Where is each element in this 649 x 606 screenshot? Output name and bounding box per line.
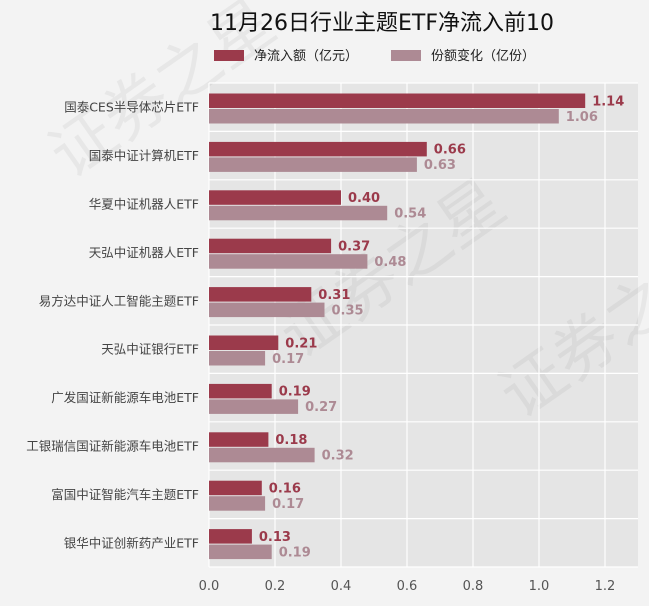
- legend-label-net-inflow: 净流入额（亿元）: [254, 49, 358, 64]
- bar-share-change: [209, 399, 299, 414]
- value-label-net-inflow: 0.37: [338, 239, 370, 254]
- category-label: 广发国证新能源车电池ETF: [51, 390, 199, 405]
- value-labels: 1.141.06 0.660.63 0.40 0.54 0.37 0.48 0.310.35…: [259, 94, 624, 560]
- value-label-share-change: 0.63: [424, 158, 456, 173]
- value-label-net-inflow: 0.18: [275, 433, 307, 448]
- value-label-share-change: 0.35: [332, 303, 364, 318]
- bar-net-inflow: [209, 432, 269, 447]
- bar-net-inflow: [209, 529, 252, 544]
- category-label: 工银瑞信国证新能源车电池ETF: [26, 439, 199, 454]
- bar-net-inflow: [209, 238, 332, 254]
- value-label-net-inflow: 0.19: [279, 385, 311, 400]
- value-label-share-change: 0.27: [305, 400, 337, 415]
- category-label: 富国中证智能汽车主题ETF: [51, 487, 199, 502]
- bar-share-change: [209, 351, 266, 366]
- value-label-net-inflow: 0.31: [318, 288, 350, 303]
- bar-net-inflow: [209, 383, 272, 399]
- category-label: 天弘中证银行ETF: [101, 342, 199, 357]
- x-axis-ticks: 0.0 0.2 0.4 0.6 0.8 1.0 1.2: [199, 579, 616, 594]
- category-label: 国泰CES半导体芯片ETF: [64, 100, 199, 115]
- x-tick-label: 1.2: [595, 579, 616, 594]
- value-label-share-change: 1.06: [566, 110, 598, 125]
- value-label-share-change: 0.17: [272, 497, 304, 512]
- value-label-share-change: 0.48: [374, 255, 406, 270]
- category-label: 易方达中证人工智能主题ETF: [39, 293, 199, 308]
- gridlines: [208, 82, 638, 568]
- legend: 净流入额（亿元） 份额变化（亿份）: [214, 48, 535, 64]
- x-tick-label: 0.2: [265, 579, 286, 594]
- bars: [209, 93, 586, 560]
- value-label-share-change: 0.54: [394, 207, 426, 222]
- bar-net-inflow: [209, 93, 586, 108]
- value-label-share-change: 0.19: [279, 545, 311, 560]
- x-tick-label: 0.8: [463, 579, 484, 594]
- category-labels: 国泰CES半导体芯片ETF 国泰中证计算机ETF 华夏中证机器人ETF 天弘中证机器人…: [26, 100, 199, 551]
- x-tick-label: 1.0: [529, 579, 550, 594]
- bar-share-change: [209, 157, 417, 172]
- value-label-share-change: 0.32: [322, 449, 354, 464]
- legend-label-share-change: 份额变化（亿份）: [431, 48, 535, 64]
- chart-title: 11月26日行业主题ETF净流入前10: [210, 11, 554, 36]
- x-tick-label: 0.6: [397, 579, 418, 594]
- value-label-net-inflow: 1.14: [592, 94, 624, 109]
- bar-share-change: [209, 496, 266, 511]
- value-label-net-inflow: 0.16: [269, 481, 301, 496]
- bar-share-change: [209, 447, 315, 463]
- category-label: 银华中证创新药产业ETF: [64, 535, 199, 550]
- legend-swatch-share-change: [391, 50, 421, 61]
- value-label-net-inflow: 0.13: [259, 530, 291, 545]
- value-label-net-inflow: 0.66: [434, 143, 466, 158]
- value-label-net-inflow: 0.21: [285, 336, 317, 351]
- category-label: 华夏中证机器人ETF: [89, 197, 199, 212]
- value-label-share-change: 0.17: [272, 352, 304, 367]
- bar-net-inflow: [209, 335, 279, 350]
- bar-share-change: [209, 544, 272, 560]
- bar-net-inflow: [209, 141, 427, 157]
- x-tick-label: 0.0: [199, 579, 220, 594]
- value-label-net-inflow: 0.40: [348, 191, 380, 206]
- category-label: 天弘中证机器人ETF: [89, 245, 199, 260]
- legend-swatch-net-inflow: [214, 50, 244, 61]
- bar-net-inflow: [209, 190, 341, 205]
- x-tick-label: 0.4: [331, 579, 352, 594]
- bar-share-change: [209, 109, 559, 124]
- bar-share-change: [209, 302, 325, 318]
- bar-net-inflow: [209, 287, 312, 302]
- category-label: 国泰中证计算机ETF: [89, 148, 199, 163]
- bar-share-change: [209, 254, 368, 269]
- bar-share-change: [209, 205, 388, 221]
- bar-net-inflow: [209, 480, 262, 496]
